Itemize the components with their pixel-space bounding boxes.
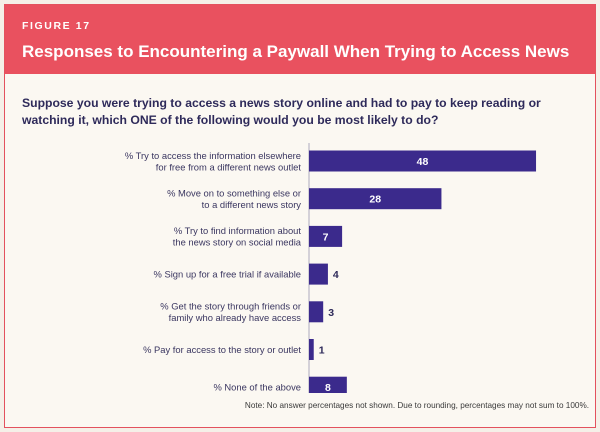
bar-1 <box>309 188 442 210</box>
bar-3 <box>309 263 328 285</box>
category-label-1: % Move on to something else or to a diffe… <box>167 187 301 210</box>
category-label-0: % Try to access the information elsewher… <box>125 150 302 173</box>
bar-value-label-6: 8 <box>325 382 331 393</box>
figure-header: FIGURE 17 Responses to Encountering a Pa… <box>5 5 595 74</box>
bar-value-label-2: 7 <box>323 231 329 243</box>
bar-4 <box>309 301 324 323</box>
bar-value-label-0: 48 <box>417 156 429 168</box>
figure-frame: FIGURE 17 Responses to Encountering a Pa… <box>4 4 596 428</box>
bar-2 <box>309 225 343 247</box>
bar-0 <box>309 150 537 172</box>
chart-note: Note: No answer percentages not shown. D… <box>244 401 589 410</box>
bar-value-label-3: 4 <box>333 269 339 281</box>
bar-value-label-4: 3 <box>328 307 334 319</box>
category-label-4: % Get the story through friends or family… <box>160 301 301 324</box>
bar-value-label-5: 1 <box>319 345 325 357</box>
bar-value-label-1: 28 <box>369 194 381 206</box>
survey-question: Suppose you were trying to access a news… <box>22 96 541 127</box>
bar-chart: 48% Try to access the information elsewh… <box>125 143 537 393</box>
category-label-3: % Sign up for a free trial if available <box>154 269 301 280</box>
figure-title: Responses to Encountering a Paywall When… <box>22 42 570 61</box>
category-label-5: % Pay for access to the story or outlet <box>143 344 301 355</box>
figure-label: FIGURE 17 <box>22 20 91 32</box>
bar-6 <box>309 376 347 393</box>
category-label-6: % None of the above <box>213 382 301 393</box>
category-label-2: % Try to find information about the news … <box>173 225 302 248</box>
bar-5 <box>309 339 314 360</box>
